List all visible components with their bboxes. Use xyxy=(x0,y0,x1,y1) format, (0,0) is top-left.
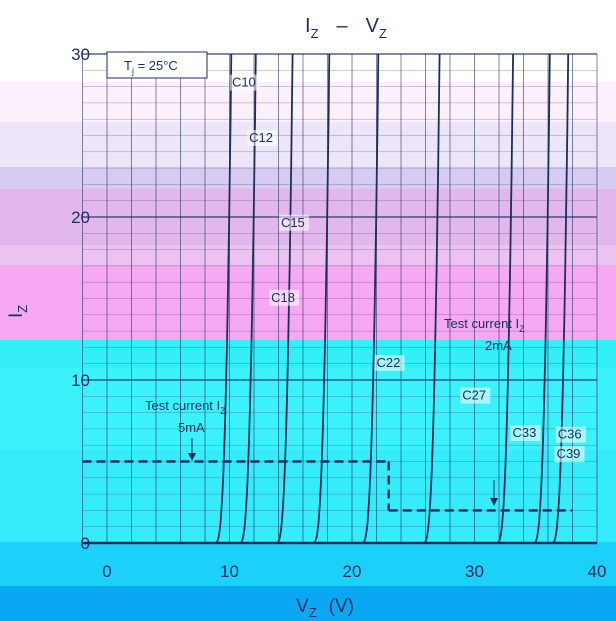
y-tick-label: 30 xyxy=(71,45,90,64)
x-tick-label: 40 xyxy=(588,562,607,581)
curves xyxy=(82,53,570,544)
band-lilac xyxy=(0,122,616,167)
svg-text:2mA: 2mA xyxy=(485,338,512,353)
y-tick-label: 0 xyxy=(81,534,90,553)
band-deep-blue xyxy=(0,586,616,621)
curve-label-bg xyxy=(510,425,541,442)
y-axis-title: IZ xyxy=(6,305,30,318)
band-cyan-3 xyxy=(0,450,616,542)
svg-text:5mA: 5mA xyxy=(178,420,205,435)
band-blue xyxy=(0,542,616,586)
x-tick-label: 30 xyxy=(465,562,484,581)
curve-label-c18: C18 xyxy=(271,290,295,305)
curve-label-bg xyxy=(554,446,585,463)
test-current-lines xyxy=(82,460,573,512)
curve-label-bg xyxy=(278,214,309,231)
grid xyxy=(82,53,598,545)
curve-label-c12: C12 xyxy=(249,130,273,145)
x-tick-label: 10 xyxy=(220,562,239,581)
curve-label-c22: C22 xyxy=(377,355,401,370)
condition-label: Tj = 25°C xyxy=(124,58,178,76)
curve-label-bg xyxy=(247,130,278,147)
curve-label-bg xyxy=(229,74,260,91)
y-tick-label: 10 xyxy=(71,371,90,390)
curve-c39 xyxy=(82,53,570,544)
x-axis-title: VZ (V) xyxy=(296,596,354,620)
curve-label-c39: C39 xyxy=(557,446,581,461)
curve-label-c33: C33 xyxy=(512,425,536,440)
annotation-2ma: Test current IZ 2mA xyxy=(444,316,525,506)
x-tick-label: 20 xyxy=(343,562,362,581)
curve-label-c36: C36 xyxy=(558,427,582,442)
band-lavender xyxy=(0,167,616,189)
curve-label-c10: C10 xyxy=(232,75,256,90)
curve-label-bg xyxy=(460,387,491,404)
chart-title: IZ – VZ xyxy=(305,15,387,41)
band-cyan xyxy=(0,340,616,368)
curve-labels: C10 C12 C15 C18 C22 C27 C33 C36 C39 xyxy=(229,74,586,463)
x-tick-label: 0 xyxy=(102,562,111,581)
svg-text:Test current IZ: Test current IZ xyxy=(444,316,525,334)
y-tick-label: 20 xyxy=(71,208,90,227)
curve-label-c15: C15 xyxy=(281,215,305,230)
curve-label-bg xyxy=(374,354,405,371)
tick-labels: 0 10 20 30 40 0 10 20 30 xyxy=(71,45,606,581)
band-purple-2 xyxy=(0,245,616,265)
svg-text:Test current IZ: Test current IZ xyxy=(145,398,226,416)
annotation-5ma: Test current IZ 5mA xyxy=(145,398,226,461)
curve-label-bg xyxy=(269,289,300,306)
band-pink xyxy=(0,265,616,340)
condition-box xyxy=(106,51,208,79)
curve-label-bg xyxy=(555,426,586,443)
curve-label-c27: C27 xyxy=(462,388,486,403)
